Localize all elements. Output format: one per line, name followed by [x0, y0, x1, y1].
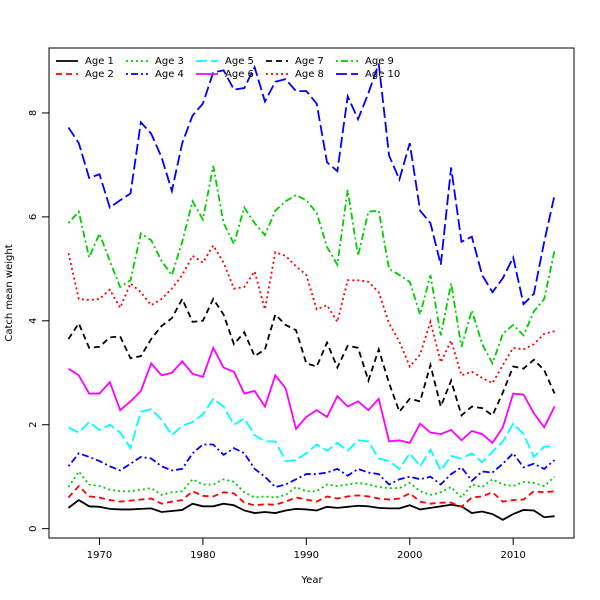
series-line — [67, 443, 556, 489]
x-tick-label: 1980 — [190, 550, 215, 561]
y-tick-label: 2 — [28, 422, 39, 428]
series-line — [67, 469, 556, 499]
series-line — [67, 296, 556, 417]
y-tick-label: 0 — [28, 525, 39, 531]
series-line — [67, 165, 556, 366]
series-line — [67, 243, 555, 385]
legend-label: Age 1 — [85, 56, 114, 67]
legend-label: Age 8 — [295, 69, 324, 80]
legend-label: Age 3 — [155, 56, 184, 67]
legend-label: Age 2 — [85, 69, 114, 80]
series-line — [67, 345, 556, 445]
x-tick-label: 1970 — [87, 550, 112, 561]
series-line — [68, 397, 555, 473]
series-line — [67, 484, 555, 508]
y-axis-label: Catch mean weight — [4, 244, 15, 341]
x-tick-label: 1990 — [294, 550, 319, 561]
legend-label: Age 10 — [365, 69, 400, 80]
legend-label: Age 9 — [365, 56, 394, 67]
legend-label: Age 6 — [225, 69, 254, 80]
y-tick-label: 8 — [28, 110, 39, 116]
legend-label: Age 7 — [295, 56, 324, 67]
x-axis-label: Year — [300, 575, 323, 586]
series-line — [67, 63, 556, 306]
legend-label: Age 5 — [225, 56, 254, 67]
plot-frame — [48, 47, 575, 539]
y-tick-label: 4 — [28, 318, 39, 324]
series-line — [67, 498, 555, 521]
x-tick-label: 2000 — [397, 550, 422, 561]
y-tick-label: 6 — [28, 214, 39, 220]
x-tick-label: 2010 — [500, 550, 525, 561]
legend-label: Age 4 — [155, 69, 184, 80]
